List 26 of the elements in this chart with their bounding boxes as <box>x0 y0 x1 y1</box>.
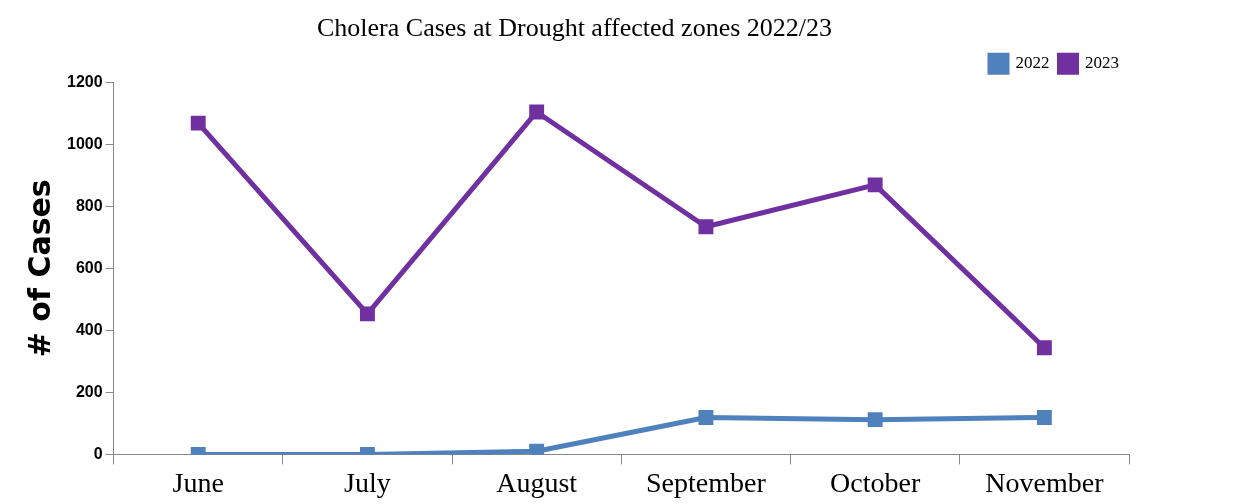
legend-label: 2022 <box>1015 53 1050 73</box>
x-tick-label: July <box>344 466 391 498</box>
x-tick-label: June <box>172 466 224 498</box>
point <box>698 219 714 235</box>
chart-title: Cholera Cases at Drought affected zones 2022/23 <box>316 13 833 43</box>
x-tick-label: August <box>496 466 578 498</box>
point <box>867 412 883 428</box>
y-axis-title: # of Cases <box>21 179 57 358</box>
legend-label: 2023 <box>1085 53 1119 73</box>
point <box>698 410 714 425</box>
point <box>529 104 545 120</box>
y-tick-label: 1200 <box>67 72 103 90</box>
point <box>190 115 206 131</box>
y-tick-label: 0 <box>93 444 103 462</box>
y-tick-label: 800 <box>75 196 103 214</box>
y-tick-label: 400 <box>75 320 103 338</box>
point <box>1036 410 1052 425</box>
point <box>360 306 375 322</box>
y-tick-label: 1000 <box>67 134 103 152</box>
y-tick-label: 600 <box>75 258 103 276</box>
x-tick-label: September <box>646 466 767 498</box>
point <box>867 177 883 193</box>
y-tick-label: 200 <box>75 382 103 400</box>
point <box>1036 340 1052 356</box>
x-tick-label: November <box>985 466 1105 498</box>
x-tick-label: October <box>830 466 921 498</box>
